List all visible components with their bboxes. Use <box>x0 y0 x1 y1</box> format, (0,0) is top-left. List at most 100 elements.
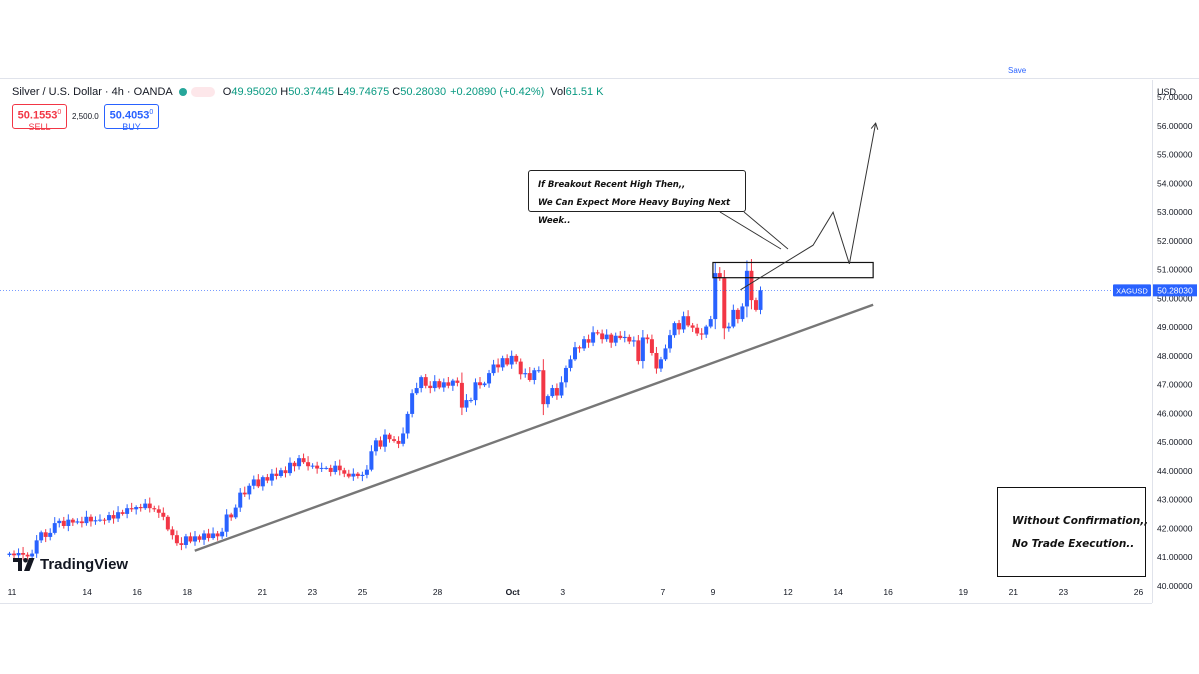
candle-body <box>586 339 591 343</box>
candle-body <box>437 381 442 388</box>
candle <box>478 376 483 389</box>
candle-body <box>70 519 75 523</box>
candle <box>256 474 261 489</box>
save-button[interactable]: Save <box>1008 66 1027 75</box>
candle <box>211 527 216 540</box>
candle-body <box>206 533 211 539</box>
candle-body <box>319 467 324 469</box>
candle <box>527 367 532 382</box>
candle-body <box>405 413 410 434</box>
price-tick-label: 40.00000 <box>1157 581 1193 591</box>
tradingview-logo[interactable]: TradingView <box>13 556 128 573</box>
candle-body <box>97 519 102 521</box>
price-axis[interactable]: 40.00000 41.00000 42.00000 43.00000 44.00000… <box>1157 92 1193 591</box>
candle <box>310 463 315 469</box>
candle-body <box>695 327 700 334</box>
candle-body <box>514 355 519 362</box>
candle-body <box>744 270 749 307</box>
candle-body <box>202 533 207 540</box>
candle-body <box>496 364 501 368</box>
candle <box>238 488 243 512</box>
candle-body <box>265 477 270 481</box>
price-tick-label: 57.00000 <box>1157 92 1193 102</box>
candle <box>749 259 754 310</box>
candle-body <box>382 434 387 447</box>
close-label: C <box>392 86 401 98</box>
candle-body <box>125 508 130 514</box>
candle-body <box>66 519 71 526</box>
high-label: H <box>280 86 289 98</box>
time-tick-label: Oct <box>506 587 520 597</box>
resistance-zone[interactable] <box>712 261 874 279</box>
candle-body <box>713 273 718 320</box>
symbol-title[interactable]: Silver / U.S. Dollar · 4h · OANDA <box>12 86 173 98</box>
time-tick-label: 3 <box>560 587 565 597</box>
candle <box>229 512 234 521</box>
candle-body <box>75 521 80 523</box>
price-tick-label: 50.00000 <box>1157 293 1193 303</box>
candle-body <box>251 479 256 486</box>
candle-body <box>39 532 44 541</box>
candle <box>496 358 501 373</box>
candle <box>423 373 428 389</box>
price-tick-label: 51.00000 <box>1157 265 1193 275</box>
candle-body <box>79 521 84 524</box>
candle-body <box>233 507 238 518</box>
projection-arrow[interactable] <box>740 123 877 291</box>
candle-body <box>220 531 225 537</box>
candle <box>577 345 582 353</box>
candle <box>640 330 645 369</box>
price-tick-label: 52.00000 <box>1157 236 1193 246</box>
candle <box>202 530 207 545</box>
candle <box>143 498 148 510</box>
candle <box>582 336 587 351</box>
confirmation-note[interactable]: Without Confirmation,, No Trade Executio… <box>997 487 1148 577</box>
candle <box>206 528 211 542</box>
candle-body <box>333 465 338 472</box>
candle <box>269 469 274 486</box>
candle <box>677 319 682 335</box>
breakout-note[interactable]: If Breakout Recent High Then,, We Can Ex… <box>528 170 746 226</box>
candle-body <box>559 382 564 396</box>
candle <box>410 389 415 418</box>
candle <box>30 549 35 559</box>
price-tick-label: 47.00000 <box>1157 380 1193 390</box>
candle <box>437 378 442 390</box>
candle <box>532 367 537 385</box>
candle <box>165 515 170 532</box>
sell-button[interactable]: 50.15530 SELL <box>12 104 67 132</box>
candle-body <box>699 333 704 335</box>
indicator-pill-icon[interactable] <box>190 87 215 97</box>
time-axis[interactable]: 11 14 16 18 21 23 25 28 Oct 3 7 9 12 14 16 19 21 23 26 <box>8 587 1144 597</box>
candle <box>450 378 455 391</box>
candle-body <box>111 515 116 519</box>
candle <box>170 526 175 540</box>
buy-button[interactable]: 50.40530 BUY <box>104 104 159 132</box>
trendline[interactable] <box>194 303 874 552</box>
candle-body <box>668 335 673 349</box>
currency-unit-label[interactable]: USD <box>1157 87 1177 97</box>
candle <box>604 329 609 342</box>
candle <box>116 506 121 522</box>
candle-body <box>758 290 763 310</box>
candle <box>373 437 378 456</box>
candle-body <box>342 470 347 474</box>
candle <box>428 381 433 394</box>
candle <box>500 355 505 371</box>
candle-body <box>414 388 419 394</box>
candle-body <box>740 306 745 320</box>
candle-body <box>636 340 641 362</box>
candle <box>378 436 383 450</box>
candle-body <box>278 470 283 476</box>
candle-body <box>238 492 243 508</box>
candle-body <box>179 543 184 545</box>
candle <box>654 346 659 374</box>
candle-body <box>573 347 578 360</box>
candle <box>75 518 80 525</box>
volume-value: 61.51 K <box>565 86 604 98</box>
candle-body <box>708 319 713 327</box>
candle <box>609 332 614 348</box>
candle <box>613 332 618 347</box>
candle-body <box>410 393 415 414</box>
